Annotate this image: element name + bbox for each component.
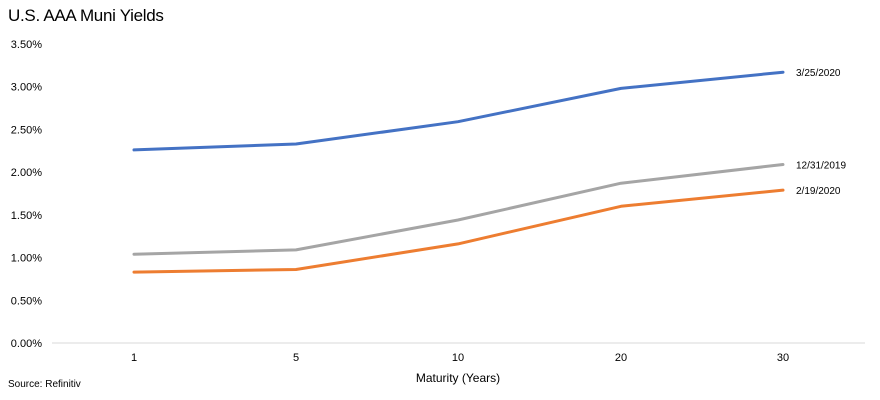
series-line xyxy=(132,188,785,274)
x-tick-label: 30 xyxy=(777,352,789,364)
y-axis-ticks: 0.00% 0.50% 1.00% 1.50% 2.00% 2.50% 3.00% 3.50% xyxy=(11,39,42,350)
x-tick-label: 1 xyxy=(131,352,137,364)
series-label: 3/25/2020 xyxy=(796,68,841,79)
series-lines xyxy=(132,70,785,274)
series-line xyxy=(132,163,785,256)
series-line xyxy=(132,70,785,152)
source-note: Source: Refinitiv xyxy=(8,379,81,390)
chart-title: U.S. AAA Muni Yields xyxy=(8,6,164,25)
series-label: 2/19/2020 xyxy=(796,186,841,197)
x-tick-label: 5 xyxy=(293,352,299,364)
x-tick-label: 10 xyxy=(452,352,464,364)
y-tick-label: 2.00% xyxy=(11,167,42,179)
y-tick-label: 1.00% xyxy=(11,253,42,265)
y-tick-label: 3.00% xyxy=(11,82,42,94)
series-label: 12/31/2019 xyxy=(796,160,846,171)
x-tick-label: 20 xyxy=(615,352,627,364)
y-tick-label: 1.50% xyxy=(11,210,42,222)
x-axis-ticks: 1 5 10 20 30 xyxy=(131,352,789,364)
y-tick-label: 0.50% xyxy=(11,295,42,307)
x-axis-label: Maturity (Years) xyxy=(416,371,500,385)
y-tick-label: 3.50% xyxy=(11,39,42,51)
series-labels: 3/25/2020 12/31/2019 2/19/2020 xyxy=(796,68,846,197)
y-tick-label: 0.00% xyxy=(11,338,42,350)
y-tick-label: 2.50% xyxy=(11,124,42,136)
